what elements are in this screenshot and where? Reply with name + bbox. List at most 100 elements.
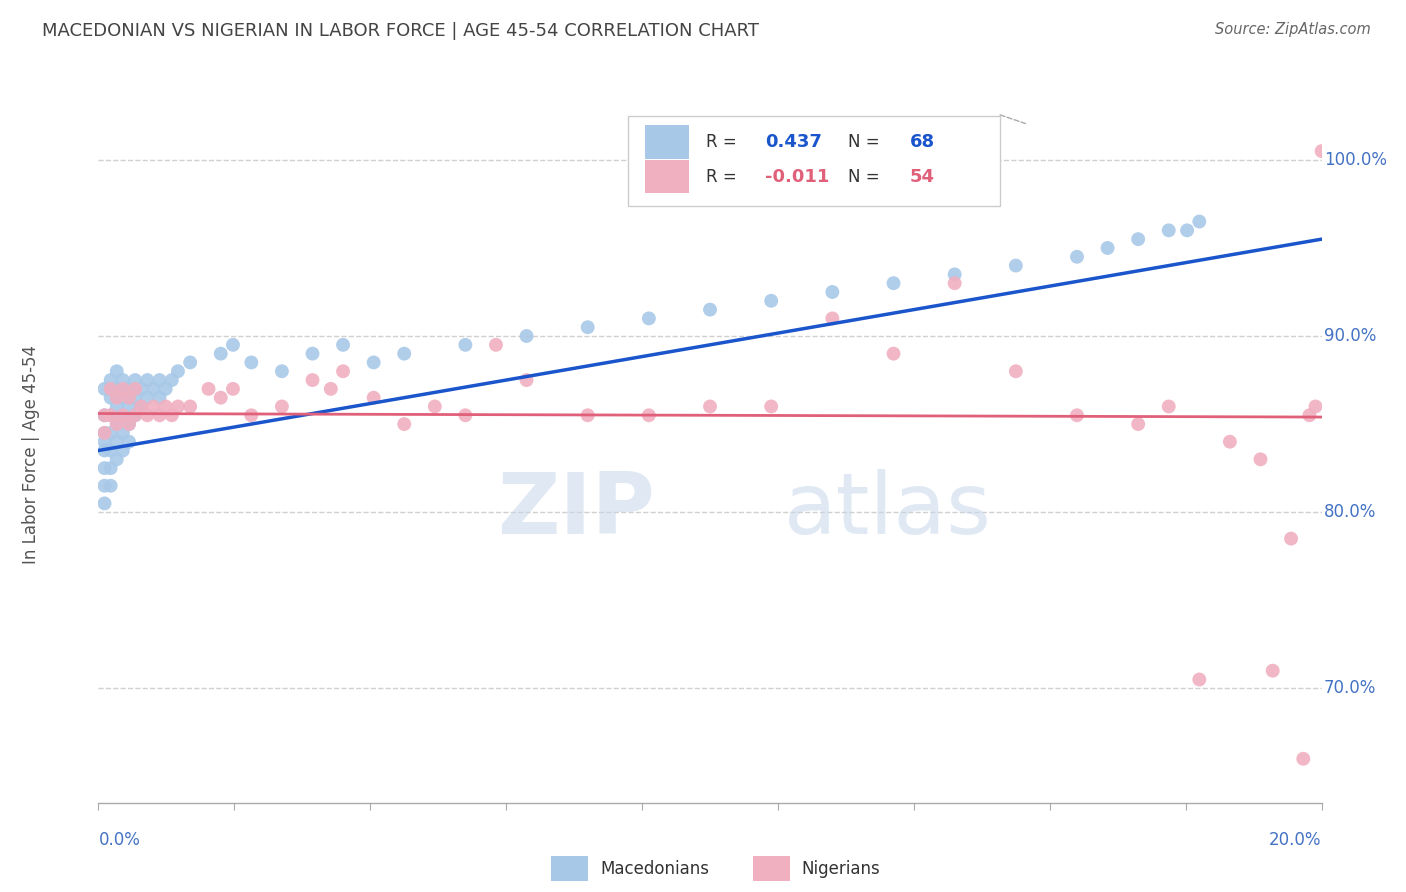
Point [111,425,134,440]
Point [111,391,134,405]
Point [118,434,141,449]
FancyBboxPatch shape [628,116,1000,206]
Bar [645,160,689,194]
Point [883,346,905,360]
Point [93,434,115,449]
Point [129,400,152,414]
Point [759,293,782,308]
Point [363,391,385,405]
Point [392,417,416,431]
Point [155,400,177,414]
Point [1128,417,1150,431]
Text: 20.0%: 20.0% [1270,830,1322,848]
Text: 100.0%: 100.0% [1324,151,1388,169]
Point [1292,752,1315,766]
Point [1066,250,1088,264]
Text: Source: ZipAtlas.com: Source: ZipAtlas.com [1215,22,1371,37]
Point [118,417,141,431]
Point [1249,452,1271,467]
Point [222,338,245,352]
Point [93,409,115,423]
Point [240,409,263,423]
Point [100,409,122,423]
Point [93,425,115,440]
Point [454,338,477,352]
Point [124,382,146,396]
Text: 0.0%: 0.0% [98,830,141,848]
Point [136,373,159,387]
Point [699,400,721,414]
Point [136,391,159,405]
Point [209,391,232,405]
Point [1298,409,1320,423]
Point [155,382,177,396]
Point [1188,673,1211,687]
Point [160,373,183,387]
Bar [645,125,689,159]
Point [1097,241,1119,255]
Point [1175,223,1198,237]
Point [93,461,115,475]
Point [124,373,146,387]
Point [821,285,844,299]
Point [516,373,538,387]
Point [124,391,146,405]
Point [100,461,122,475]
Point [485,338,508,352]
Point [105,400,128,414]
Point [576,320,599,334]
Point [105,452,128,467]
Bar [752,856,790,881]
Text: N =: N = [848,133,886,151]
Point [105,391,128,405]
Point [332,338,354,352]
Point [883,276,905,290]
Point [149,409,172,423]
Point [124,409,146,423]
Point [301,346,323,360]
Text: 68: 68 [910,133,935,151]
Point [197,382,219,396]
Point [105,417,128,431]
Point [179,400,201,414]
Text: 54: 54 [910,168,935,186]
Point [167,400,190,414]
Text: R =: R = [706,168,742,186]
Text: atlas: atlas [783,469,991,552]
Point [100,373,122,387]
Point [576,409,599,423]
Text: 90.0%: 90.0% [1324,327,1376,345]
Point [332,364,354,378]
Text: MACEDONIAN VS NIGERIAN IN LABOR FORCE | AGE 45-54 CORRELATION CHART: MACEDONIAN VS NIGERIAN IN LABOR FORCE | … [42,22,759,40]
Point [149,391,172,405]
Point [209,346,232,360]
Point [1157,223,1180,237]
Point [392,346,416,360]
Point [100,382,122,396]
Point [100,443,122,458]
Point [1219,434,1241,449]
Point [100,409,122,423]
Text: N =: N = [848,168,886,186]
Text: In Labor Force | Age 45-54: In Labor Force | Age 45-54 [22,345,41,565]
Point [319,382,342,396]
Point [270,400,292,414]
Point [1128,232,1150,246]
Point [699,302,721,317]
Point [821,311,844,326]
Point [100,479,122,493]
Text: Macedonians: Macedonians [600,860,709,878]
Bar [551,856,588,881]
Point [363,355,385,369]
Point [129,382,152,396]
Point [111,409,134,423]
Point [118,417,141,431]
Point [105,417,128,431]
Point [943,276,966,290]
Point [149,373,172,387]
Point [637,409,661,423]
Point [167,364,190,378]
Text: Nigerians: Nigerians [801,860,880,878]
Point [423,400,446,414]
Text: 70.0%: 70.0% [1324,680,1376,698]
